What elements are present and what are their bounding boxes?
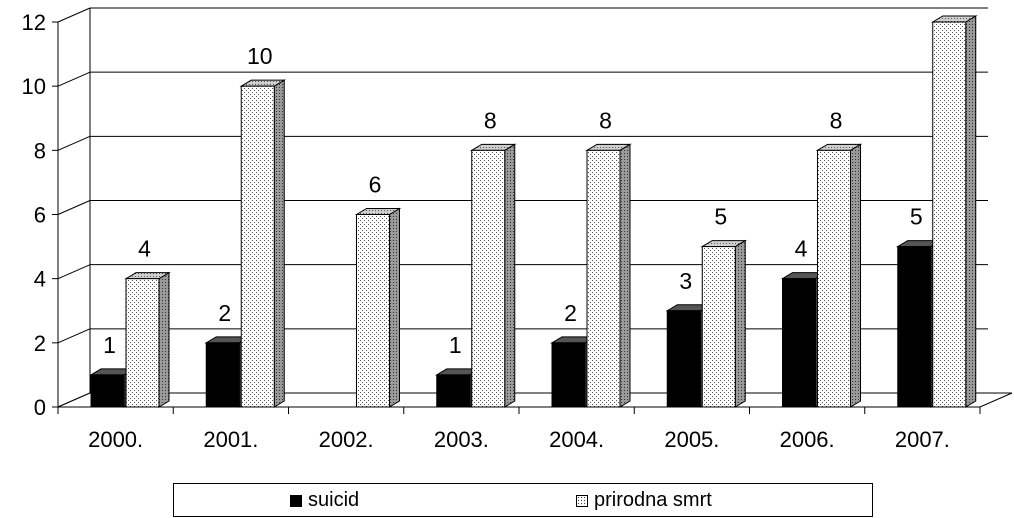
data-label: 8	[599, 107, 612, 133]
bar	[701, 246, 736, 408]
bar	[471, 149, 506, 408]
legend-item-prirodna-smrt: prirodna smrt	[576, 489, 712, 512]
data-label: 2	[564, 300, 577, 326]
y-tick-label: 10	[22, 74, 46, 99]
legend-label-prirodna-smrt: prirodna smrt	[594, 489, 712, 511]
gridline-depth	[57, 328, 91, 344]
data-label: 3	[679, 268, 692, 294]
legend-swatch-suicid	[290, 494, 302, 507]
data-label: 4	[795, 236, 808, 262]
data-label: 6	[369, 172, 382, 198]
y-tick-label: 4	[34, 267, 46, 292]
data-label: 4	[138, 236, 151, 262]
bar	[356, 214, 390, 408]
y-tick-label: 6	[34, 203, 46, 228]
y-tick-label: 12	[22, 10, 46, 35]
gridline-depth	[57, 135, 91, 151]
legend-item-suicid: suicid	[290, 489, 359, 512]
bar-side	[619, 143, 631, 408]
data-label: 12	[938, 0, 964, 5]
data-label: 5	[714, 204, 727, 230]
data-label: 10	[247, 43, 273, 69]
bar-side	[734, 239, 746, 408]
x-tick-label: 2007.	[895, 427, 950, 452]
gridline-depth	[57, 264, 91, 280]
gridline-depth	[57, 7, 91, 23]
legend-label-suicid: suicid	[308, 489, 360, 511]
plot-floor	[57, 392, 1013, 408]
legend: suicid prirodna smrt	[173, 483, 873, 517]
bar-side	[850, 143, 861, 408]
bar-side	[504, 143, 516, 408]
bar-side	[389, 207, 400, 408]
y-tick-label: 2	[34, 331, 46, 356]
data-label: 2	[218, 300, 231, 326]
bar	[897, 246, 932, 408]
bar	[90, 374, 125, 408]
bar	[551, 342, 586, 408]
x-tick-label: 2002.	[319, 427, 374, 452]
bar	[666, 310, 701, 408]
x-tick-label: 2005.	[664, 427, 719, 452]
y-tick-label: 8	[34, 138, 46, 163]
data-label: 1	[449, 332, 462, 358]
x-tick-label: 2006.	[780, 427, 835, 452]
gridline-depth	[57, 71, 91, 87]
bar	[436, 374, 471, 408]
bar-side	[965, 15, 977, 408]
legend-swatch-prirodna-smrt	[576, 494, 588, 507]
bar	[817, 149, 851, 408]
bar	[586, 149, 621, 408]
bar-side	[158, 271, 170, 408]
x-tick-label: 2000.	[88, 427, 143, 452]
data-label: 8	[484, 107, 497, 133]
x-tick-label: 2003.	[434, 427, 489, 452]
bar	[240, 85, 275, 408]
y-tick-label: 0	[34, 395, 46, 420]
bar	[782, 278, 816, 408]
x-tick-label: 2004.	[549, 427, 604, 452]
bar-side	[273, 79, 285, 408]
gridline-depth	[57, 200, 91, 215]
x-tick-label: 2001.	[203, 427, 258, 452]
data-label: 8	[830, 107, 843, 133]
bar	[125, 278, 160, 408]
bar	[932, 21, 967, 408]
bar	[205, 342, 240, 408]
data-label: 1	[103, 332, 116, 358]
data-label: 5	[910, 204, 923, 230]
